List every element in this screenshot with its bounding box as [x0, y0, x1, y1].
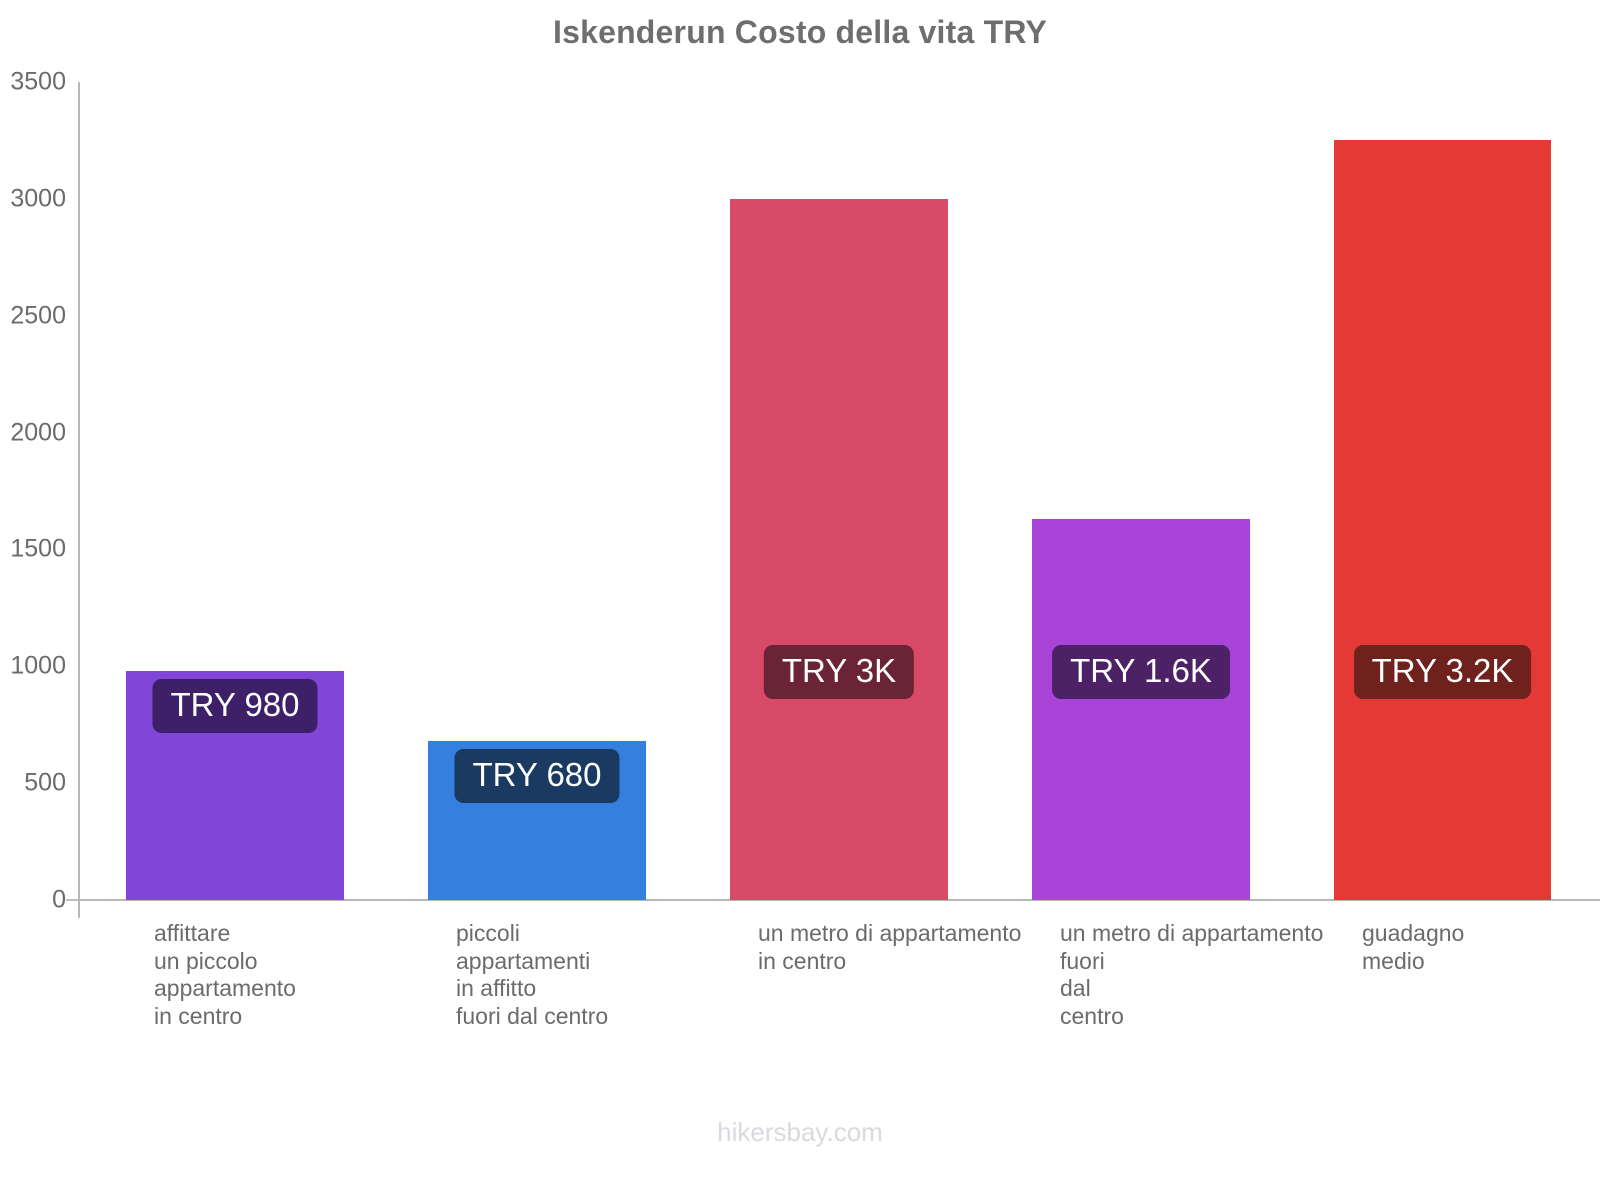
- x-axis-baseline: [78, 899, 1600, 901]
- y-tick-label: 3000: [10, 184, 66, 213]
- y-tick-label: 500: [24, 768, 66, 797]
- y-axis-line: [78, 82, 80, 918]
- bar[interactable]: TRY 3.2K: [1334, 140, 1551, 900]
- y-tick-mark: [66, 899, 78, 901]
- bar[interactable]: TRY 980: [126, 670, 344, 900]
- footer-brand: hikersbay.com: [717, 1117, 883, 1147]
- category-label: un metro di appartamento in centro: [758, 920, 1022, 974]
- y-tick-label: 2500: [10, 301, 66, 330]
- chart-title: Iskenderun Costo della vita TRY: [552, 14, 1047, 50]
- bar[interactable]: TRY 680: [428, 741, 646, 900]
- category-label: guadagno medio: [1362, 920, 1465, 974]
- bar-value-label: TRY 980: [152, 678, 318, 733]
- y-tick-label: 3500: [10, 67, 66, 96]
- y-tick-label: 1500: [10, 534, 66, 563]
- category-label: un metro di appartamento fuori dal centr…: [1060, 920, 1324, 1029]
- y-tick-label: 2000: [10, 418, 66, 447]
- category-label: affittare un piccolo appartamento in cen…: [154, 920, 296, 1029]
- y-tick-label: 0: [52, 885, 66, 914]
- bar[interactable]: TRY 1.6K: [1032, 519, 1250, 900]
- bar[interactable]: TRY 3K: [730, 198, 948, 900]
- category-label: piccoli appartamenti in affitto fuori da…: [456, 920, 609, 1029]
- bar-value-label: TRY 1.6K: [1052, 644, 1230, 699]
- bar-value-label: TRY 3.2K: [1353, 644, 1532, 699]
- bar-value-label: TRY 3K: [763, 644, 915, 699]
- bar-value-label: TRY 680: [454, 749, 620, 804]
- y-tick-label: 1000: [10, 651, 66, 680]
